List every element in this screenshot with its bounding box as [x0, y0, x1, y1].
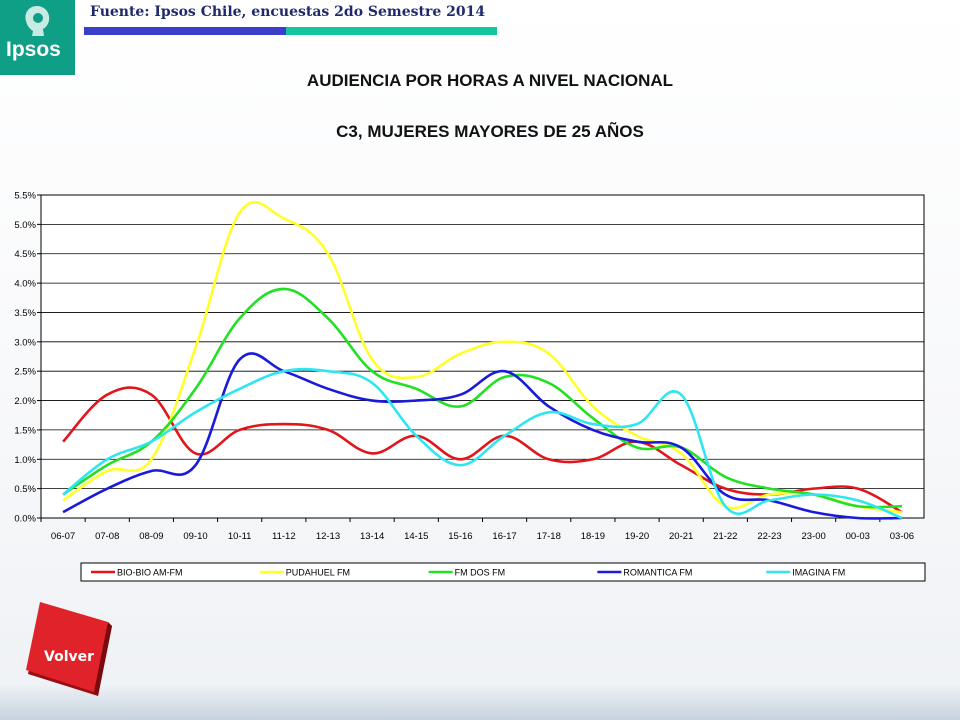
plot-area: [40, 194, 925, 519]
y-tick-label: 1.5%: [14, 425, 36, 436]
line-chart: 0.0% 0.5% 1.0% 1.5% 2.0% 2.5% 3.0% 3.5% 4.0% 4.5%…: [14, 191, 926, 582]
header-bar-blue: [84, 27, 286, 35]
legend-box: [80, 562, 926, 582]
legend-label: FM DOS FM: [455, 568, 506, 578]
x-tick-label: 11-12: [272, 531, 296, 542]
volver-label[interactable]: Volver: [44, 649, 95, 665]
series-line-4: [62, 352, 902, 520]
x-tick-label: 13-14: [360, 531, 384, 542]
legend-label: IMAGINA FM: [792, 568, 845, 578]
chart-title-line2: C3, MUJERES MAYORES DE 25 AÑOS: [336, 122, 644, 141]
x-tick-label: 09-10: [183, 531, 207, 542]
x-tick-label: 03-06: [890, 531, 914, 542]
x-tick-label: 06-07: [51, 531, 75, 542]
x-tick-label: 16-17: [492, 531, 516, 542]
x-tick-label: 15-16: [448, 531, 472, 542]
y-tick-label: 5.0%: [14, 220, 36, 231]
x-tick-label: 23-00: [801, 531, 825, 542]
logo-head-icon: [25, 6, 50, 36]
y-tick-label: 4.5%: [14, 249, 36, 260]
volver-button[interactable]: [22, 600, 117, 700]
x-tick-label: 21-22: [713, 531, 737, 542]
source-note: Fuente: Ipsos Chile, encuestas 2do Semes…: [90, 4, 486, 20]
legend-label: BIO-BIO AM-FM: [117, 568, 183, 578]
footer-wave: [0, 684, 960, 720]
series-line-1: [62, 386, 903, 514]
x-tick-label: 07-08: [95, 531, 119, 542]
y-tick-label: 5.5%: [14, 191, 36, 202]
x-tick-label: 14-15: [404, 531, 428, 542]
y-tick-label: 4.0%: [14, 279, 36, 290]
series-line-3: [62, 287, 902, 509]
x-tick-label: 12-13: [316, 531, 340, 542]
x-tick-label: 22-23: [757, 531, 781, 542]
x-tick-label: 17-18: [537, 531, 561, 542]
series-line-2: [62, 200, 903, 514]
x-tick-label: 20-21: [669, 531, 693, 542]
series-line-5: [62, 367, 903, 520]
y-tick-label: 2.5%: [14, 367, 36, 378]
ipsos-logo: Ipsos: [0, 0, 75, 75]
legend-label: PUDAHUEL FM: [286, 568, 350, 578]
y-tick-label: 3.0%: [14, 337, 36, 348]
y-tick-label: 1.0%: [14, 455, 36, 466]
x-tick-label: 08-09: [139, 531, 163, 542]
legend-label: ROMANTICA FM: [623, 568, 692, 578]
x-tick-label: 18-19: [581, 531, 605, 542]
x-tick-label: 19-20: [625, 531, 649, 542]
y-tick-label: 0.0%: [14, 514, 36, 525]
y-tick-label: 3.5%: [14, 308, 36, 319]
chart-title-line1: AUDIENCIA POR HORAS A NIVEL NACIONAL: [306, 71, 674, 90]
volver-book-icon: [26, 602, 112, 696]
y-tick-label: 2.0%: [14, 396, 36, 407]
y-tick-label: 0.5%: [14, 484, 36, 495]
logo-text: Ipsos: [6, 38, 61, 61]
header-bar-green: [286, 27, 497, 35]
x-tick-label: 10-11: [228, 531, 252, 542]
x-tick-label: 00-03: [846, 531, 870, 542]
